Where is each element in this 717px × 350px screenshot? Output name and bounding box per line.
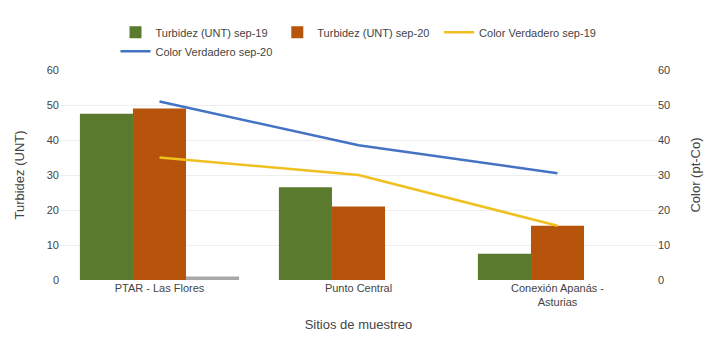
svg-text:30: 30 <box>658 169 670 181</box>
svg-text:0: 0 <box>658 274 664 286</box>
svg-text:10: 10 <box>658 239 670 251</box>
svg-text:Conexión Apanás -Asturias: Conexión Apanás -Asturias <box>511 282 604 308</box>
svg-text:Color Verdadero sep-19: Color Verdadero sep-19 <box>479 27 596 39</box>
svg-text:40: 40 <box>658 134 670 146</box>
svg-text:20: 20 <box>658 204 670 216</box>
svg-text:Sitios de muestreo: Sitios de muestreo <box>305 317 413 332</box>
svg-text:Punto Central: Punto Central <box>325 282 392 294</box>
svg-text:Color (pt-Co): Color (pt-Co) <box>688 137 703 212</box>
svg-text:Turbidez (UNT): Turbidez (UNT) <box>12 130 27 219</box>
svg-text:10: 10 <box>47 239 59 251</box>
svg-text:Turbidez (UNT) sep-19: Turbidez (UNT) sep-19 <box>156 27 268 39</box>
svg-text:60: 60 <box>658 64 670 76</box>
svg-text:0: 0 <box>53 274 59 286</box>
svg-text:PTAR - Las Flores: PTAR - Las Flores <box>115 282 205 294</box>
svg-text:50: 50 <box>658 99 670 111</box>
svg-text:20: 20 <box>47 204 59 216</box>
svg-text:60: 60 <box>47 64 59 76</box>
svg-text:50: 50 <box>47 99 59 111</box>
svg-text:Turbidez (UNT) sep-20: Turbidez (UNT) sep-20 <box>317 27 429 39</box>
svg-text:30: 30 <box>47 169 59 181</box>
svg-text:Color Verdadero sep-20: Color Verdadero sep-20 <box>156 46 273 58</box>
svg-text:40: 40 <box>47 134 59 146</box>
